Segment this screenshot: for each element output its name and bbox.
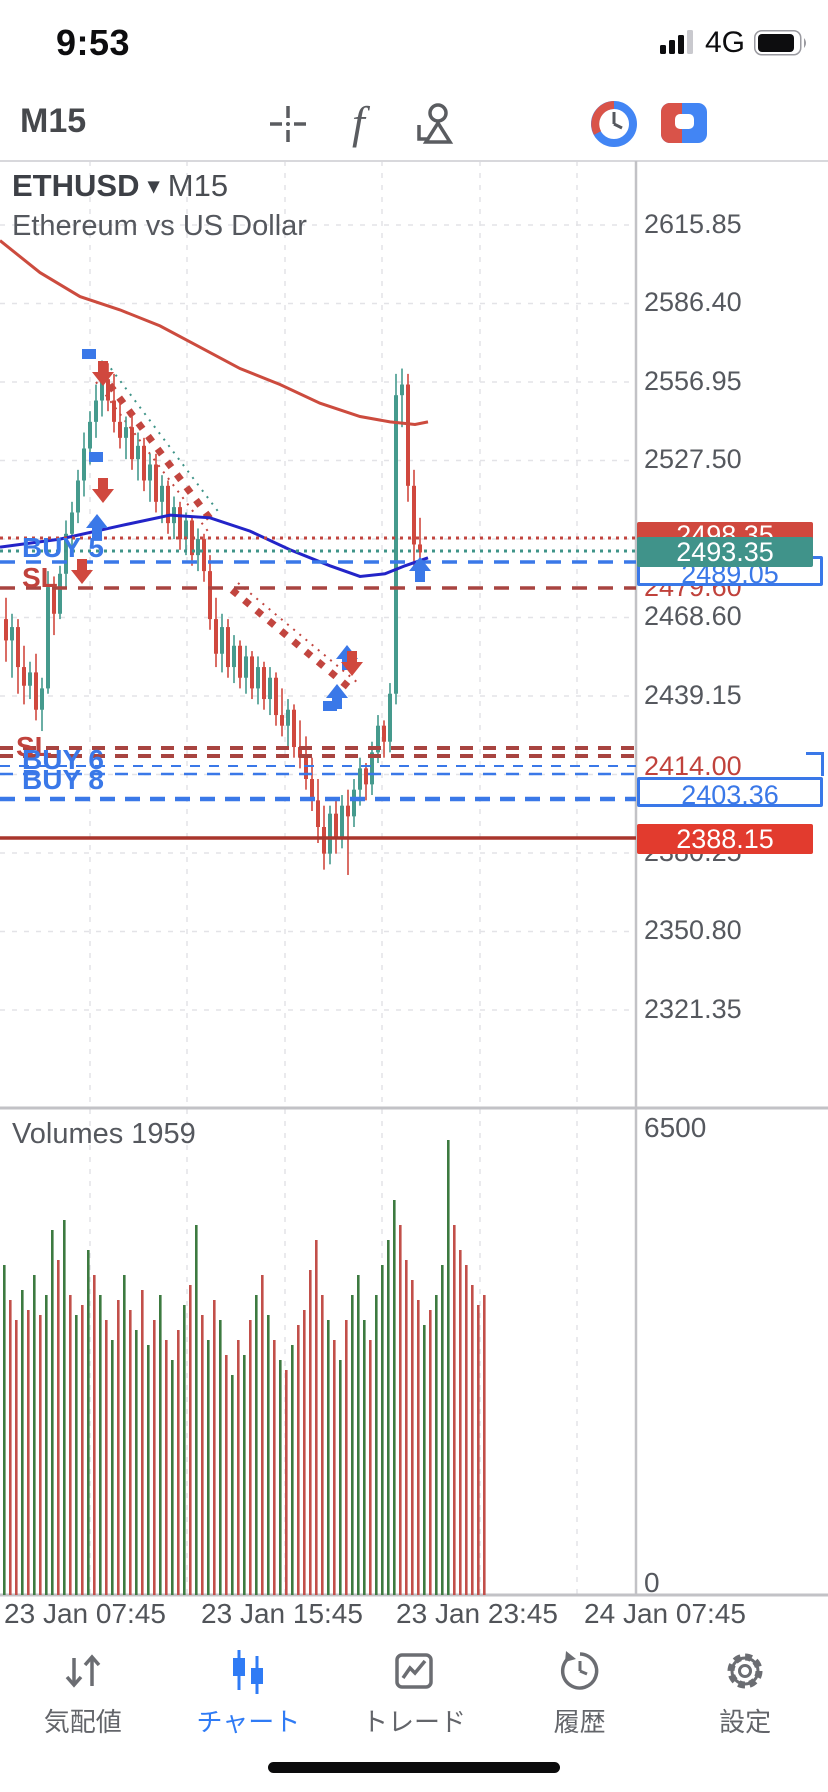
- settings-gear-icon: [727, 1653, 763, 1689]
- time-axis-label: 24 Jan 07:45: [584, 1598, 746, 1629]
- sell-stop-price-badge: 2388.15: [637, 824, 813, 854]
- price-axis-tick: 2556.95: [644, 365, 742, 396]
- order-line-label: BUY 6: [22, 744, 104, 775]
- pending-order-price-badge: 2403.36: [637, 777, 823, 810]
- battery-icon: [754, 30, 806, 56]
- buy-arrow-icon: [326, 684, 348, 709]
- tab-history[interactable]: 履歴: [497, 1638, 663, 1768]
- volume-bars-layer: [3, 1140, 486, 1595]
- price-lines-layer: [0, 536, 636, 840]
- stop-loss-price-label: 2414.00: [644, 751, 742, 781]
- price-axis-tick: 2321.35: [644, 993, 742, 1024]
- history-clock-icon: [560, 1651, 598, 1690]
- buy-arrow-icon: [86, 514, 108, 539]
- time-axis-label: 23 Jan 07:45: [4, 1598, 166, 1629]
- hidden-order-box-corner: [806, 752, 824, 776]
- volume-indicator-label: Volumes 1959: [12, 1118, 196, 1150]
- bid-price-badge: 2493.35: [637, 537, 813, 567]
- sell-arrow-icon: [71, 559, 93, 584]
- order-flag-icon: [323, 701, 337, 711]
- order-line-label: BUY 8: [22, 764, 104, 795]
- tab-trade[interactable]: トレード: [331, 1638, 497, 1768]
- objects-icon[interactable]: [408, 98, 460, 150]
- symbol-header[interactable]: ETHUSD ▾ M15 Ethereum vs US Dollar: [12, 168, 307, 243]
- trade-markers-layer: [71, 349, 431, 711]
- order-flag-icon: [89, 452, 103, 462]
- order-line-label: BUY 5: [22, 532, 104, 563]
- order-line-label: SL: [22, 562, 58, 593]
- sell-arrow-icon: [341, 651, 363, 676]
- symbol-title: ETHUSD ▾ M15: [12, 168, 307, 204]
- market-clock-icon[interactable]: [588, 98, 640, 150]
- price-axis-tick: 2615.85: [644, 209, 742, 239]
- trend-trails-layer: [95, 361, 359, 693]
- panel-borders: [0, 160, 828, 1597]
- home-indicator[interactable]: [268, 1762, 560, 1773]
- function-indicators-icon[interactable]: f: [338, 98, 390, 150]
- timeframe-button[interactable]: M15: [20, 102, 87, 140]
- tab-trade-label: トレード: [361, 1707, 466, 1737]
- price-axis-tick: 2468.60: [644, 601, 742, 632]
- sell-arrow-icon: [92, 478, 114, 503]
- tab-settings[interactable]: 設定: [662, 1638, 828, 1768]
- tab-quotes-label: 気配値: [43, 1707, 122, 1737]
- tab-history-label: 履歴: [553, 1707, 606, 1737]
- tab-chart-label: チャート: [196, 1707, 301, 1737]
- tab-settings-label: 設定: [719, 1707, 772, 1737]
- ma-layer: [0, 239, 429, 578]
- tab-chart[interactable]: チャート: [166, 1638, 332, 1768]
- time-axis-label: 23 Jan 23:45: [396, 1598, 558, 1629]
- order-line-label: SL: [16, 731, 52, 762]
- signal-strength-icon: [659, 30, 693, 54]
- clock-time: 9:53: [56, 22, 131, 63]
- crosshair-icon[interactable]: [262, 98, 314, 150]
- chevron-down-icon: ▾: [148, 173, 160, 198]
- trade-icon: [395, 1653, 433, 1689]
- quotes-arrows-icon: [65, 1654, 101, 1688]
- chat-icon[interactable]: [658, 98, 710, 150]
- sell-arrow-icon: [92, 361, 114, 386]
- status-icons: 4G: [659, 26, 810, 60]
- price-axis-tick: 2439.15: [644, 679, 742, 710]
- volume-axis-max: 6500: [644, 1112, 707, 1143]
- volume-axis-min: 0: [644, 1567, 660, 1598]
- network-type-label: 4G: [704, 26, 745, 59]
- price-axis-tick: 2527.50: [644, 444, 742, 475]
- time-axis-label: 23 Jan 15:45: [201, 1598, 363, 1629]
- price-axis-tick: 2350.80: [644, 915, 742, 946]
- status-bar: 9:53 4G: [0, 0, 828, 88]
- buy-arrow-icon: [409, 557, 431, 582]
- tab-quotes[interactable]: 気配値: [0, 1638, 166, 1768]
- symbol-description: Ethereum vs US Dollar: [12, 210, 307, 242]
- chart-candles-icon: [233, 1650, 264, 1694]
- tab-bar: 気配値 チャート トレード 履歴: [0, 1638, 828, 1768]
- symbol-timeframe: M15: [167, 168, 229, 203]
- chart-toolbar: M15 f: [0, 88, 828, 160]
- price-axis-tick: 2586.40: [644, 287, 742, 318]
- order-flag-icon: [82, 349, 96, 359]
- symbol-name: ETHUSD: [12, 168, 140, 203]
